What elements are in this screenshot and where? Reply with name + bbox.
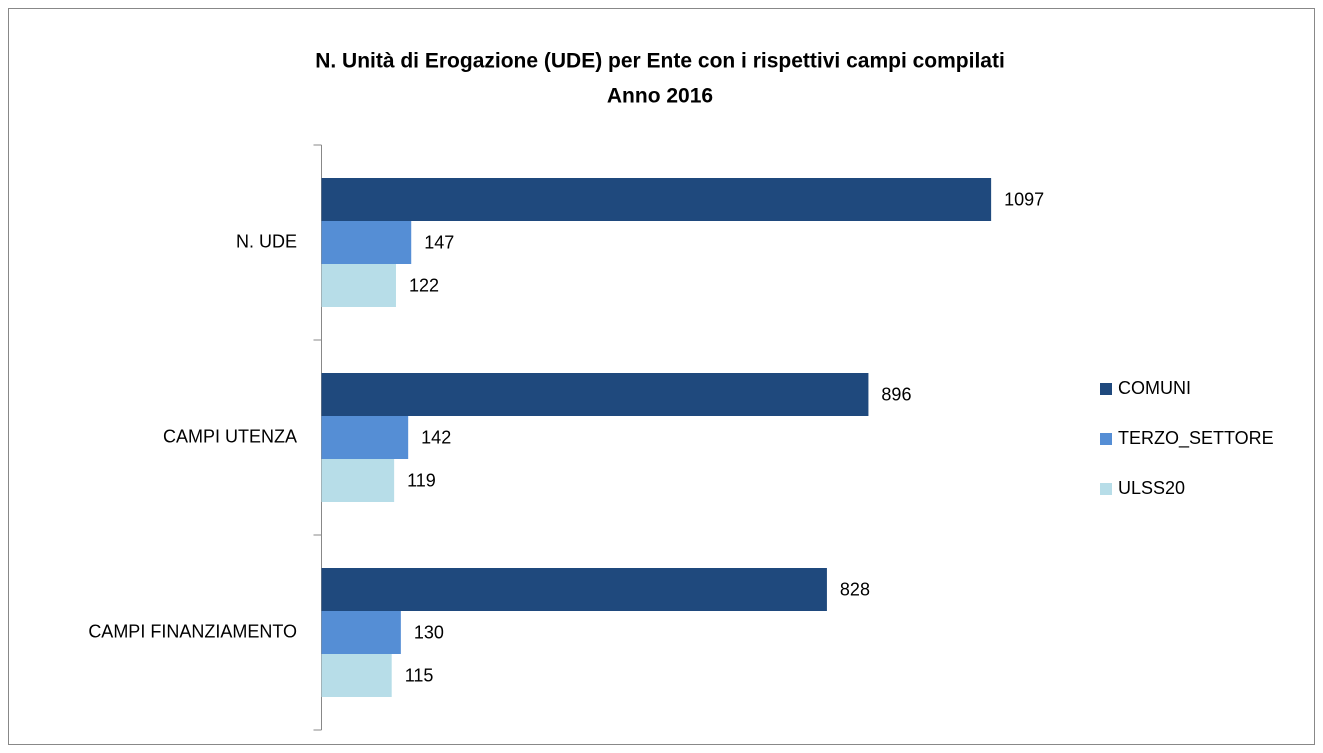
- y-tick-label: CAMPI FINANZIAMENTO: [88, 621, 297, 641]
- bar: [321, 416, 409, 459]
- bar: [321, 459, 395, 502]
- y-tick-label: CAMPI UTENZA: [163, 426, 297, 446]
- data-label: 130: [414, 622, 444, 642]
- data-label: 142: [421, 427, 451, 447]
- bar: [321, 568, 827, 611]
- data-label: 147: [424, 232, 454, 252]
- legend-swatch: [1100, 483, 1112, 495]
- legend-label: ULSS20: [1118, 478, 1185, 498]
- bar: [321, 373, 869, 416]
- bar: [321, 178, 992, 221]
- legend-label: TERZO_SETTORE: [1118, 428, 1274, 449]
- legend-swatch: [1100, 433, 1112, 445]
- legend-label: COMUNI: [1118, 378, 1191, 398]
- bar: [321, 611, 401, 654]
- y-tick-label: N. UDE: [236, 231, 297, 251]
- legend-swatch: [1100, 383, 1112, 395]
- chart-title: N. Unità di Erogazione (UDE) per Ente co…: [315, 50, 1005, 73]
- bar: [321, 654, 392, 697]
- bar: [321, 264, 396, 307]
- data-label: 828: [840, 579, 870, 599]
- data-label: 122: [409, 275, 439, 295]
- chart-subtitle: Anno 2016: [607, 85, 713, 108]
- bar: [321, 221, 412, 264]
- data-label: 896: [881, 384, 911, 404]
- data-label: 119: [407, 470, 436, 490]
- data-label: 1097: [1004, 189, 1044, 209]
- data-label: 115: [405, 665, 434, 685]
